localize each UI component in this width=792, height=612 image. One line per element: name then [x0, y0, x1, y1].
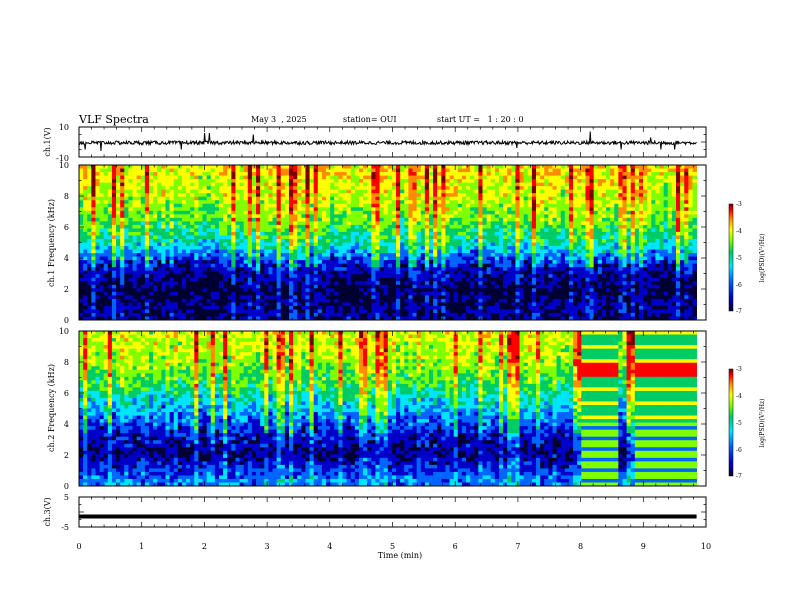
x-axis-label: Time (min) — [378, 551, 422, 560]
ch3-ylabel: ch.3(V) — [43, 497, 52, 526]
cbar1-tick-m5: -5 — [736, 255, 742, 262]
spec1-ytick-2: 2 — [64, 285, 69, 294]
ch3-ytick-top: 5 — [64, 493, 69, 502]
chart-title: VLF Spectra — [79, 113, 149, 126]
spec1-ytick-6: 6 — [64, 223, 69, 232]
spec2-ytick-6: 6 — [64, 389, 69, 398]
spec2-ytick-4: 4 — [64, 420, 69, 429]
spec2-ylabel: ch.2 Frequency (kHz) — [47, 364, 56, 452]
start-ut-label: start UT = 1 : 20 : 0 — [437, 115, 524, 124]
colorbar-1 — [728, 203, 734, 312]
cbar2-tick-m6: -6 — [736, 447, 742, 454]
ch1-ytick-top: 10 — [59, 123, 69, 132]
xtick-2: 2 — [202, 542, 207, 551]
spec2-ytick-8: 8 — [64, 358, 69, 367]
ch1-ytick-bottom: -10 — [56, 154, 69, 163]
cbar1-tick-m3: -3 — [736, 201, 742, 208]
xtick-5: 5 — [390, 542, 395, 551]
cbar1-label: log(PSD)(V²/Hz) — [759, 234, 766, 283]
spec2-ytick-10: 10 — [59, 327, 69, 336]
xtick-6: 6 — [453, 542, 458, 551]
spec2-ytick-2: 2 — [64, 451, 69, 460]
cbar2-tick-m7: -7 — [736, 473, 742, 480]
cbar1-tick-m4: -4 — [736, 228, 742, 235]
axis-ticks — [78, 126, 707, 528]
ch2-spectrogram-image — [79, 331, 697, 487]
cbar2-tick-m3: -3 — [736, 366, 742, 373]
spec1-ytick-8: 8 — [64, 192, 69, 201]
colorbar-2 — [728, 368, 734, 477]
ch1-waveform-line — [78, 131, 697, 152]
xtick-4: 4 — [327, 542, 332, 551]
ch1-spectrogram-image — [79, 165, 697, 321]
cbar2-tick-m5: -5 — [736, 420, 742, 427]
spec1-ylabel: ch.1 Frequency (kHz) — [47, 199, 56, 287]
cbar2-label: log(PSD)(V²/Hz) — [759, 399, 766, 448]
station-label: station= OUI — [343, 115, 397, 124]
cbar1-tick-m6: -6 — [736, 282, 742, 289]
spec1-ytick-10: 10 — [59, 161, 69, 170]
spec1-ytick-4: 4 — [64, 254, 69, 263]
date-label: May 3 , 2025 — [251, 115, 307, 124]
ch3-ytick-bottom: -5 — [61, 523, 69, 532]
cbar2-tick-m4: -4 — [736, 393, 742, 400]
spec1-ytick-0: 0 — [64, 316, 69, 325]
xtick-0: 0 — [76, 542, 81, 551]
ch1-ylabel: ch.1(V) — [43, 127, 52, 156]
spec2-ytick-0: 0 — [64, 482, 69, 491]
xtick-8: 8 — [578, 542, 583, 551]
cbar1-tick-m7: -7 — [736, 308, 742, 315]
xtick-9: 9 — [641, 542, 646, 551]
xtick-1: 1 — [139, 542, 144, 551]
xtick-7: 7 — [515, 542, 520, 551]
xtick-10: 10 — [701, 542, 711, 551]
xtick-3: 3 — [265, 542, 270, 551]
